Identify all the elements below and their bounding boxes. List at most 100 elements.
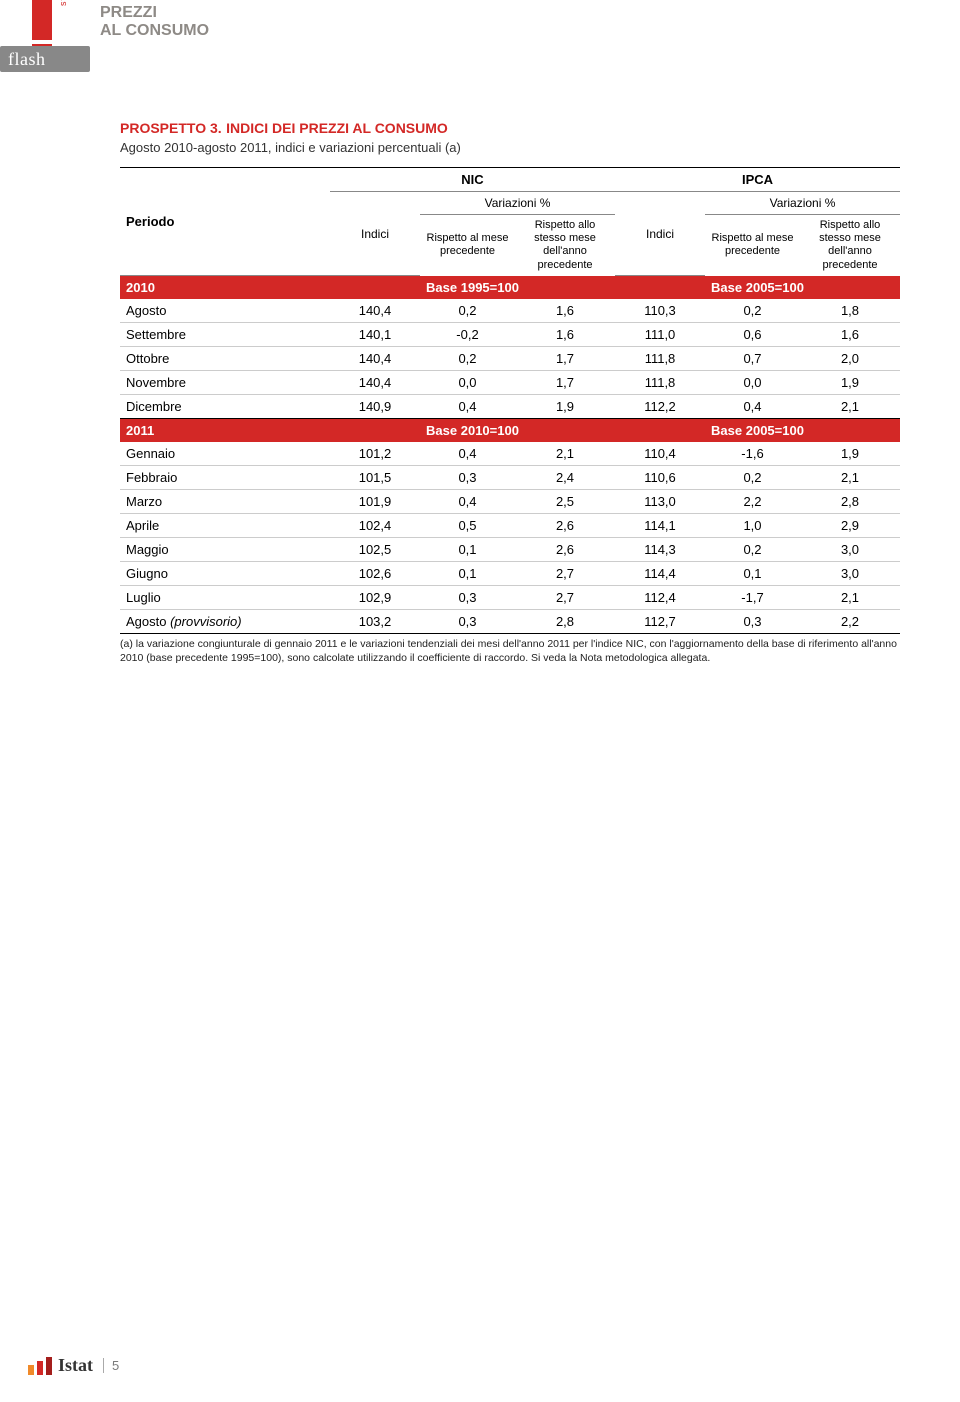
row-value: 0,1 bbox=[705, 562, 800, 586]
header-row-groups: Periodo NIC IPCA bbox=[120, 168, 900, 192]
row-value: 114,3 bbox=[615, 538, 705, 562]
row-value: 111,8 bbox=[615, 371, 705, 395]
band-2010-base-nic: Base 1995=100 bbox=[330, 276, 615, 300]
row-value: 114,4 bbox=[615, 562, 705, 586]
row-value: 2,8 bbox=[515, 610, 615, 634]
row-value: 1,0 bbox=[705, 514, 800, 538]
row-value: 1,7 bbox=[515, 371, 615, 395]
data-table: Periodo NIC IPCA Indici Variazioni % Ind… bbox=[120, 167, 900, 634]
row-value: 0,4 bbox=[420, 442, 515, 466]
band-2011-year: 2011 bbox=[120, 419, 330, 443]
row-label: Agosto (provvisorio) bbox=[120, 610, 330, 634]
col-indici-nic: Indici bbox=[330, 192, 420, 276]
row-value: 101,5 bbox=[330, 466, 420, 490]
band-2010-base-ipca: Base 2005=100 bbox=[615, 276, 900, 300]
band-2011-base-nic: Base 2010=100 bbox=[330, 419, 615, 443]
content-area: PROSPETTO 3. INDICI DEI PREZZI AL CONSUM… bbox=[0, 80, 960, 666]
row-value: 2,8 bbox=[800, 490, 900, 514]
row-value: 140,4 bbox=[330, 299, 420, 323]
rows-2011: Gennaio101,20,42,1110,4-1,61,9Febbraio10… bbox=[120, 442, 900, 634]
row-value: 140,4 bbox=[330, 347, 420, 371]
row-value: 103,2 bbox=[330, 610, 420, 634]
row-value: 2,9 bbox=[800, 514, 900, 538]
page-header: statistiche flash PREZZI AL CONSUMO bbox=[0, 0, 960, 80]
table-row: Giugno102,60,12,7114,40,13,0 bbox=[120, 562, 900, 586]
row-label: Novembre bbox=[120, 371, 330, 395]
row-label: Gennaio bbox=[120, 442, 330, 466]
row-value: 0,0 bbox=[420, 371, 515, 395]
row-value: 1,8 bbox=[800, 299, 900, 323]
row-value: 0,4 bbox=[705, 395, 800, 419]
table-row: Agosto (provvisorio)103,20,32,8112,70,32… bbox=[120, 610, 900, 634]
band-2010-year: 2010 bbox=[120, 276, 330, 300]
row-value: 2,6 bbox=[515, 538, 615, 562]
row-value: 2,4 bbox=[515, 466, 615, 490]
row-value: -1,6 bbox=[705, 442, 800, 466]
flash-logo: statistiche flash bbox=[0, 0, 90, 72]
row-value: 0,3 bbox=[705, 610, 800, 634]
band-2011: 2011 Base 2010=100 Base 2005=100 bbox=[120, 419, 900, 443]
row-value: 1,6 bbox=[515, 299, 615, 323]
table-row: Luglio102,90,32,7112,4-1,72,1 bbox=[120, 586, 900, 610]
row-label: Febbraio bbox=[120, 466, 330, 490]
col-var-mese-nic: Rispetto al mese precedente bbox=[420, 215, 515, 276]
table-subtitle: Agosto 2010-agosto 2011, indici e variaz… bbox=[120, 140, 880, 155]
row-value: 102,9 bbox=[330, 586, 420, 610]
row-value: 102,6 bbox=[330, 562, 420, 586]
istat-label: Istat bbox=[58, 1355, 93, 1376]
table-row: Dicembre140,90,41,9112,20,42,1 bbox=[120, 395, 900, 419]
istat-bars-icon bbox=[28, 1357, 52, 1375]
col-periodo: Periodo bbox=[120, 168, 330, 276]
rows-2010: Agosto140,40,21,6110,30,21,8Settembre140… bbox=[120, 299, 900, 419]
table-row: Aprile102,40,52,6114,11,02,9 bbox=[120, 514, 900, 538]
row-value: 113,0 bbox=[615, 490, 705, 514]
col-group-nic: NIC bbox=[330, 168, 615, 192]
row-value: 0,7 bbox=[705, 347, 800, 371]
flash-label: flash bbox=[8, 49, 46, 70]
row-value: 0,3 bbox=[420, 586, 515, 610]
table-row: Ottobre140,40,21,7111,80,72,0 bbox=[120, 347, 900, 371]
row-value: 1,9 bbox=[515, 395, 615, 419]
row-value: 114,1 bbox=[615, 514, 705, 538]
row-value: 0,4 bbox=[420, 395, 515, 419]
row-value: -1,7 bbox=[705, 586, 800, 610]
row-value: 0,2 bbox=[420, 347, 515, 371]
row-value: 2,5 bbox=[515, 490, 615, 514]
row-label: Maggio bbox=[120, 538, 330, 562]
col-var-anno-ipca: Rispetto allo stesso mese dell'anno prec… bbox=[800, 215, 900, 276]
row-value: 112,7 bbox=[615, 610, 705, 634]
col-var-mese-ipca: Rispetto al mese precedente bbox=[705, 215, 800, 276]
table-title: PROSPETTO 3. INDICI DEI PREZZI AL CONSUM… bbox=[120, 120, 880, 138]
row-value: 102,5 bbox=[330, 538, 420, 562]
table-footnote: (a) la variazione congiunturale di genna… bbox=[120, 638, 900, 665]
row-value: 2,7 bbox=[515, 586, 615, 610]
row-value: 2,1 bbox=[800, 466, 900, 490]
row-value: 110,3 bbox=[615, 299, 705, 323]
row-value: 101,2 bbox=[330, 442, 420, 466]
row-value: 0,1 bbox=[420, 562, 515, 586]
row-value: 0,3 bbox=[420, 610, 515, 634]
band-2010: 2010 Base 1995=100 Base 2005=100 bbox=[120, 276, 900, 300]
row-value: 3,0 bbox=[800, 562, 900, 586]
band-2011-base-ipca: Base 2005=100 bbox=[615, 419, 900, 443]
col-group-ipca: IPCA bbox=[615, 168, 900, 192]
row-value: 2,1 bbox=[800, 395, 900, 419]
row-label: Settembre bbox=[120, 323, 330, 347]
table-row: Novembre140,40,01,7111,80,01,9 bbox=[120, 371, 900, 395]
brand-title-line2: AL CONSUMO bbox=[100, 22, 209, 39]
row-value: 110,4 bbox=[615, 442, 705, 466]
row-value: 0,2 bbox=[705, 466, 800, 490]
exclamation-stem-icon bbox=[32, 0, 52, 40]
row-label: Marzo bbox=[120, 490, 330, 514]
row-value: 1,7 bbox=[515, 347, 615, 371]
table-row: Febbraio101,50,32,4110,60,22,1 bbox=[120, 466, 900, 490]
row-label: Aprile bbox=[120, 514, 330, 538]
row-value: 1,9 bbox=[800, 442, 900, 466]
row-value: 140,1 bbox=[330, 323, 420, 347]
row-value: 140,4 bbox=[330, 371, 420, 395]
row-value: 0,1 bbox=[420, 538, 515, 562]
row-label: Ottobre bbox=[120, 347, 330, 371]
row-value: 0,5 bbox=[420, 514, 515, 538]
row-value: 0,2 bbox=[705, 299, 800, 323]
row-value: 0,2 bbox=[705, 538, 800, 562]
